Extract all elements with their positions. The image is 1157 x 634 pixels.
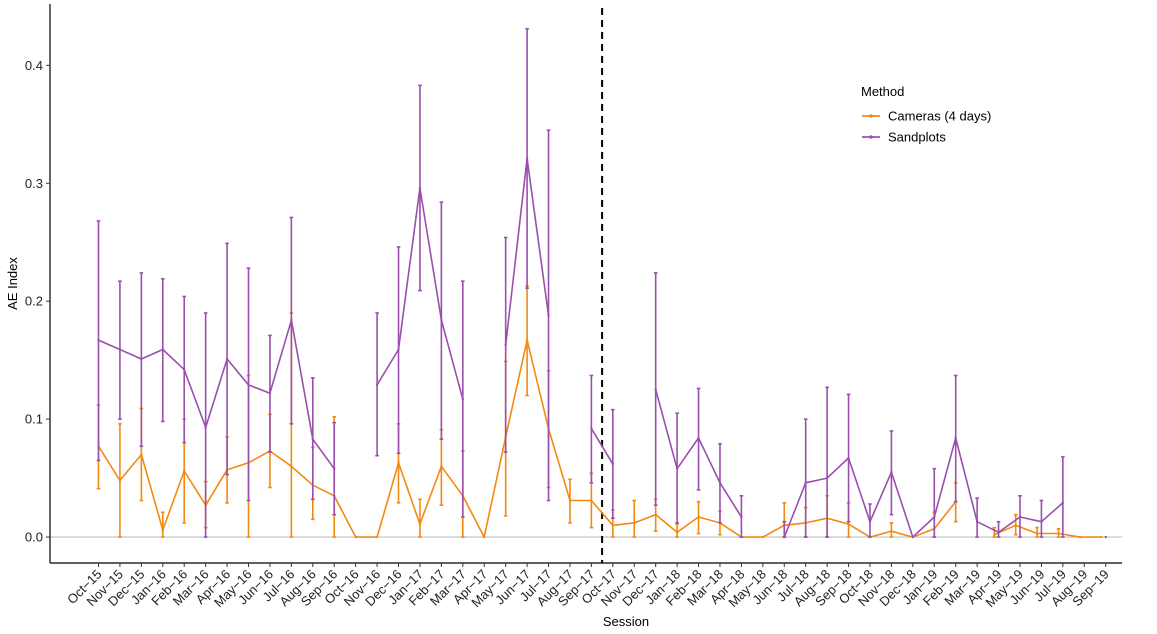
data-point [225,357,229,361]
legend-item-1: Sandplots [862,130,946,145]
y-tick-label: 0.0 [25,530,43,545]
legend: Method Cameras (4 days) Sandplots [861,84,991,145]
y-tick-label: 0.2 [25,294,43,309]
data-point [1100,535,1103,539]
data-point [654,388,657,391]
series-layer [96,27,1107,539]
data-point [1014,524,1017,527]
data-point [525,338,529,342]
data-point [118,479,122,482]
data-point [911,535,915,539]
data-point [440,465,443,468]
data-point [1057,532,1060,535]
data-point [697,436,700,440]
data-point [868,520,872,523]
data-point [375,535,379,539]
data-point [440,318,443,322]
data-point [847,456,850,460]
data-point [697,515,700,519]
data-point [375,383,379,387]
x-axis-title: Session [603,614,649,629]
data-point [590,427,593,430]
data-point [590,499,593,502]
data-point [675,467,679,470]
data-point [161,528,164,532]
data-point [761,535,765,539]
data-point [204,426,207,429]
data-point [1061,501,1065,505]
data-point [354,535,357,539]
data-point [1078,535,1082,539]
series-line [590,428,614,465]
data-point [954,436,957,440]
data-point [718,481,722,485]
data-point [633,521,636,525]
legend-title: Method [861,84,904,99]
data-point [975,520,979,523]
y-tick-label: 0.1 [25,412,43,427]
y-tick-label: 0.4 [25,58,43,73]
data-point [993,533,996,536]
data-point [290,465,293,468]
data-point [1018,515,1022,519]
data-point [397,348,400,351]
series-1 [96,27,1107,539]
data-point [397,461,400,464]
data-point [247,383,250,387]
data-point [1040,520,1043,523]
series-line [98,319,335,470]
data-point [461,397,465,401]
data-point [290,318,293,322]
y-axis-title: AE Index [5,257,20,310]
data-point [675,531,679,534]
legend-label: Cameras (4 days) [888,109,991,124]
x-tick-labels: Oct−15Nov−15Dec−15Jan−16Feb−16Mar−16Apr−… [64,567,1112,611]
data-point [997,531,1000,534]
data-point [525,157,529,160]
series-line [783,437,1064,538]
data-point [118,348,122,351]
data-point [140,357,143,361]
data-point [504,343,507,347]
data-point [418,186,422,190]
series-line [993,524,1102,538]
data-point [333,467,336,470]
data-point [140,453,143,456]
data-point [611,524,615,527]
data-point [183,469,186,473]
axes [46,4,1122,567]
data-point [847,522,850,526]
y-tick-labels: 0.0 0.1 0.2 0.3 0.4 [25,58,43,545]
data-point [1104,535,1107,539]
data-point [654,513,657,516]
data-point [825,476,829,480]
legend-swatch-point [869,135,873,139]
data-point [740,515,743,519]
legend-items: Cameras (4 days) Sandplots [862,109,991,145]
data-point [568,499,572,502]
legend-item-0: Cameras (4 days) [862,109,991,124]
data-point [311,437,314,441]
data-point [161,348,164,351]
data-point [183,368,186,371]
legend-swatch-point [869,114,873,118]
data-point [783,535,786,539]
legend-label: Sandplots [888,130,946,145]
data-point [611,462,615,466]
data-point [890,529,893,533]
data-point [933,515,936,519]
data-point [268,391,272,395]
data-point [804,481,807,485]
data-point [1035,532,1039,535]
y-tick-label: 0.3 [25,176,43,191]
data-point [418,522,422,526]
data-point [547,314,550,317]
data-point [890,470,893,474]
data-point [97,338,100,342]
data-point [483,535,486,539]
